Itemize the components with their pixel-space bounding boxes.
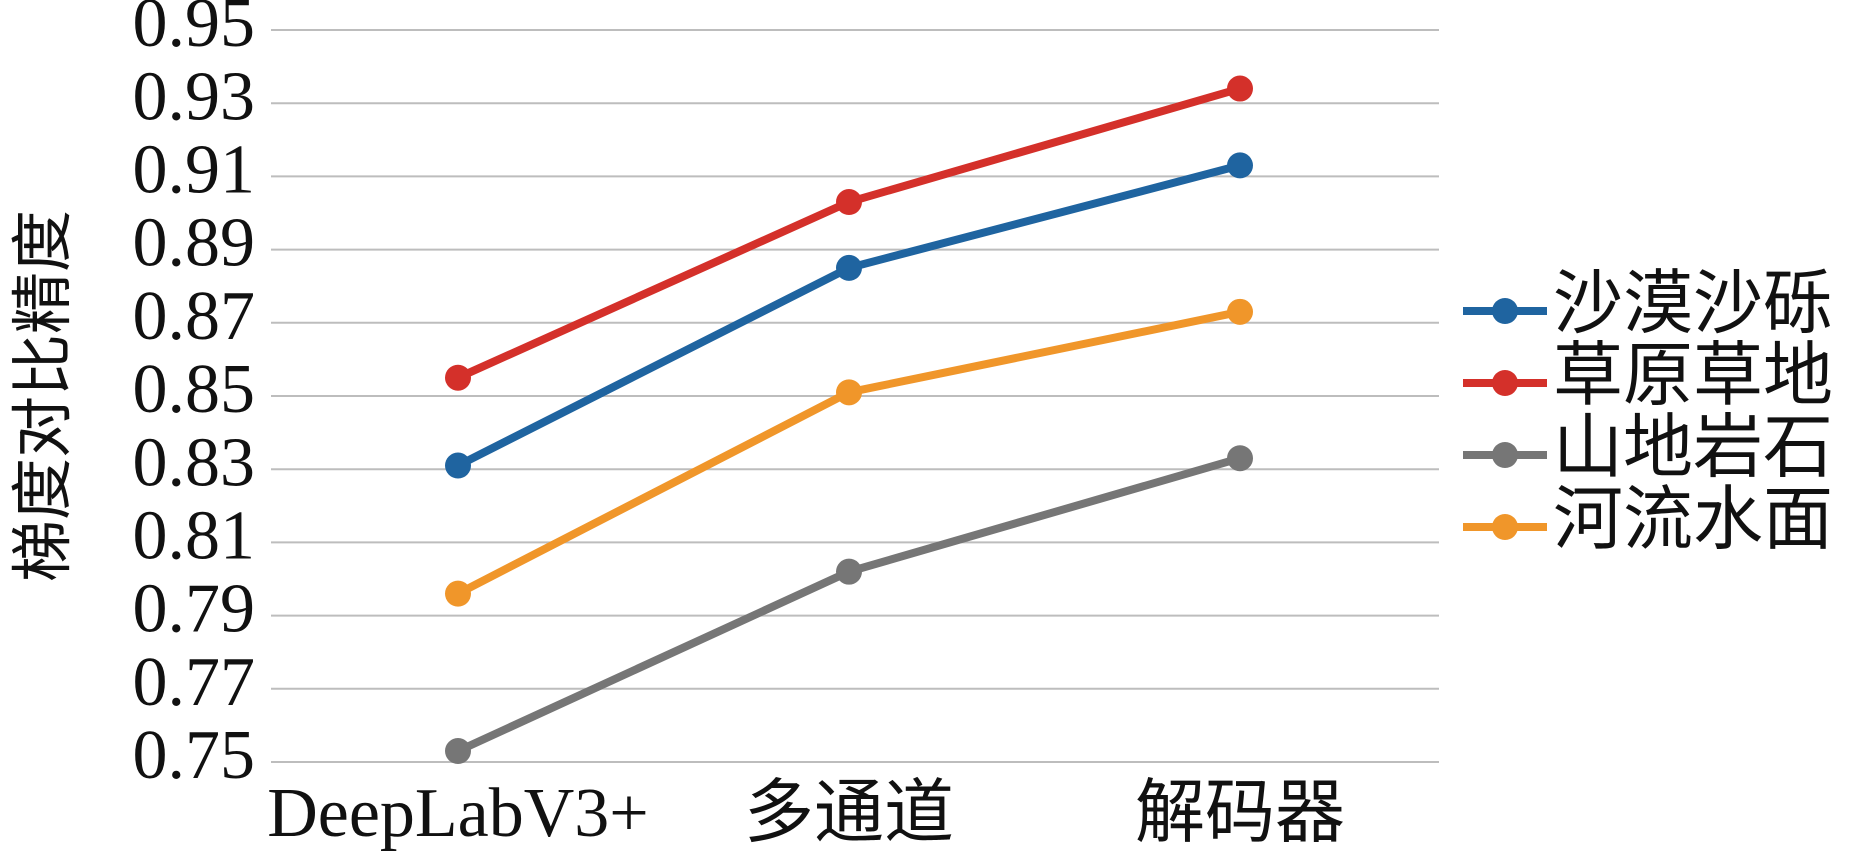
series-line bbox=[456, 454, 1242, 755]
point bbox=[1227, 152, 1253, 179]
y-tick-label: 0.79 bbox=[133, 571, 256, 648]
legend-label: 草原草地 bbox=[1553, 338, 1833, 415]
point bbox=[1227, 298, 1253, 325]
legend-marker bbox=[1492, 298, 1518, 324]
x-tick-label: 多通道 bbox=[744, 775, 954, 852]
y-tick-label: 0.95 bbox=[133, 0, 256, 62]
point bbox=[445, 580, 471, 607]
y-tick-label: 0.75 bbox=[133, 717, 256, 794]
x-tick-label: 解码器 bbox=[1135, 775, 1345, 852]
y-tick-label: 0.89 bbox=[133, 205, 256, 282]
legend-label: 山地岩石 bbox=[1553, 410, 1833, 487]
y-tick-label: 0.93 bbox=[133, 58, 256, 135]
y-tick-label: 0.83 bbox=[133, 424, 256, 501]
legend-label: 沙漠沙砾 bbox=[1553, 266, 1833, 343]
y-tick-label: 0.81 bbox=[133, 497, 256, 574]
point bbox=[445, 738, 471, 765]
x-tick-label: DeepLabV3+ bbox=[267, 775, 649, 852]
y-tick-label: 0.87 bbox=[133, 278, 256, 355]
point bbox=[836, 189, 862, 216]
legend-label: 河流水面 bbox=[1553, 482, 1833, 559]
point bbox=[445, 364, 471, 391]
point bbox=[1227, 75, 1253, 102]
legend-marker bbox=[1492, 370, 1518, 396]
point bbox=[1227, 445, 1253, 472]
point bbox=[445, 452, 471, 479]
point bbox=[836, 379, 862, 406]
y-tick-label: 0.77 bbox=[133, 644, 256, 721]
legend-marker bbox=[1492, 442, 1518, 468]
point bbox=[836, 558, 862, 585]
y-axis-label: 梯度对比精度 bbox=[10, 210, 78, 582]
y-tick-label: 0.85 bbox=[133, 351, 256, 428]
series-line bbox=[456, 307, 1241, 598]
legend-marker bbox=[1492, 514, 1518, 540]
y-tick-label: 0.91 bbox=[133, 131, 256, 208]
point bbox=[836, 254, 862, 281]
